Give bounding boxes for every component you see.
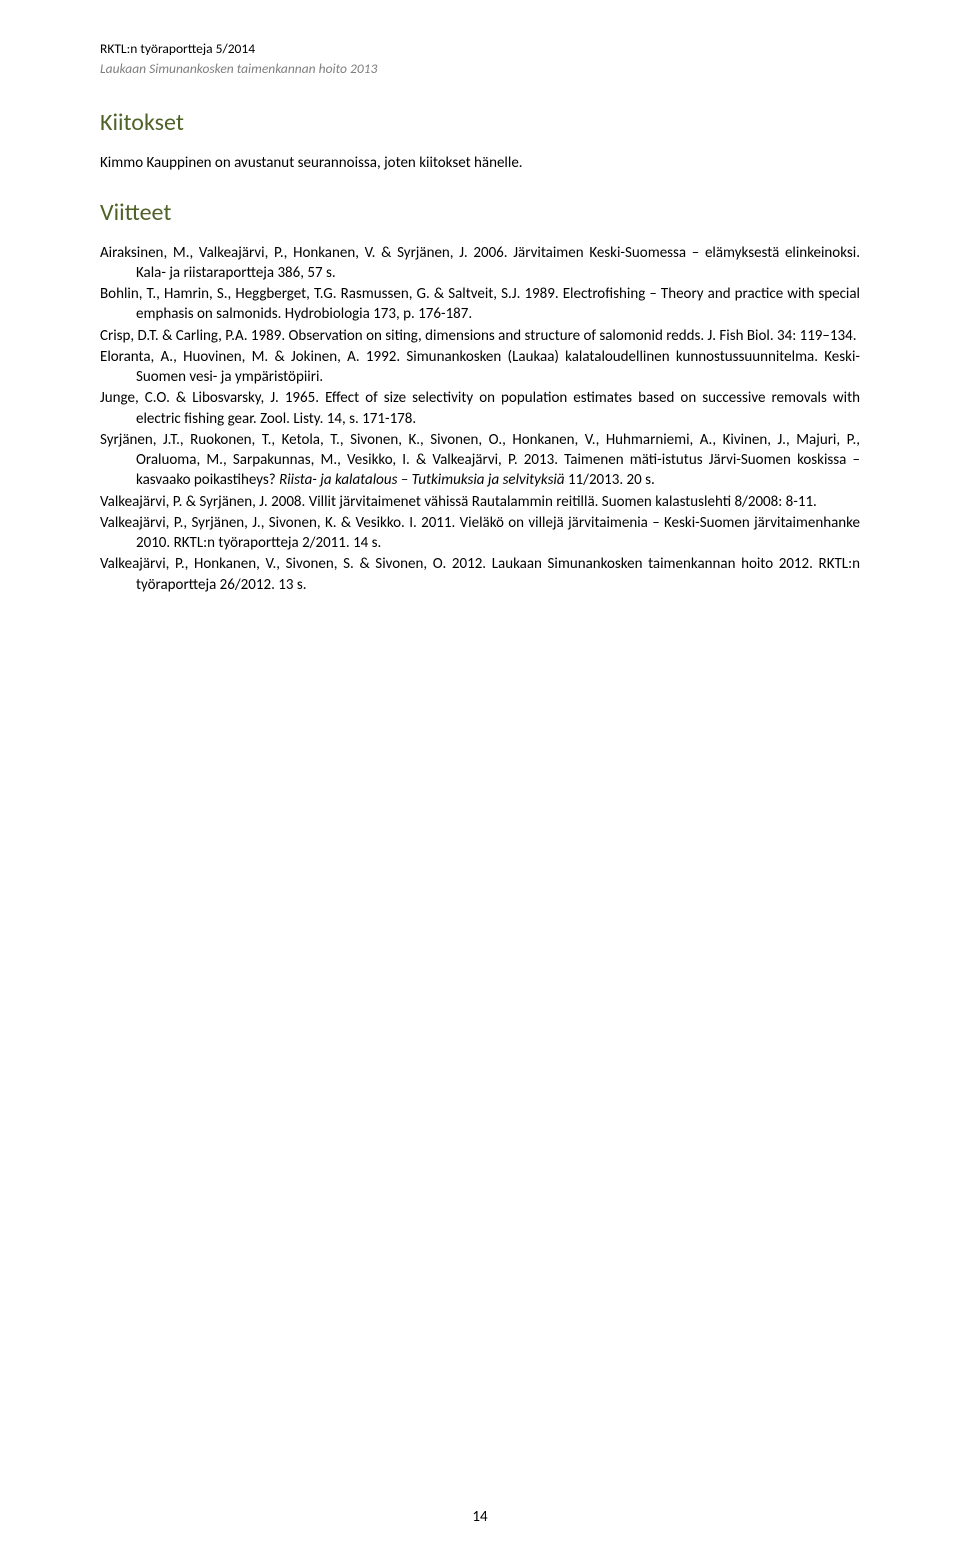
reference-italic: Riista- ja kalatalous – Tutkimuksia ja s… [279, 471, 564, 489]
reference-item: Syrjänen, J.T., Ruokonen, T., Ketola, T.… [100, 430, 860, 491]
heading-kiitokset: Kiitokset [100, 108, 860, 137]
reference-item: Valkeajärvi, P. & Syrjänen, J. 2008. Vil… [100, 492, 860, 512]
reference-item: Crisp, D.T. & Carling, P.A. 1989. Observ… [100, 326, 860, 346]
reference-item: Airaksinen, M., Valkeajärvi, P., Honkane… [100, 243, 860, 284]
running-header-line2: Laukaan Simunankosken taimenkannan hoito… [100, 60, 860, 78]
reference-item: Valkeajärvi, P., Honkanen, V., Sivonen, … [100, 554, 860, 595]
heading-viitteet: Viitteet [100, 198, 860, 227]
kiitokset-body: Kimmo Kauppinen on avustanut seurannoiss… [100, 153, 860, 173]
document-page: RKTL:n työraportteja 5/2014 Laukaan Simu… [0, 0, 960, 1556]
running-header-line1: RKTL:n työraportteja 5/2014 [100, 40, 860, 58]
reference-item: Eloranta, A., Huovinen, M. & Jokinen, A.… [100, 347, 860, 388]
reference-item: Valkeajärvi, P., Syrjänen, J., Sivonen, … [100, 513, 860, 554]
reference-item: Bohlin, T., Hamrin, S., Heggberget, T.G.… [100, 284, 860, 325]
page-number: 14 [0, 1508, 960, 1526]
reference-item: Junge, C.O. & Libosvarsky, J. 1965. Effe… [100, 388, 860, 429]
reference-text: 11/2013. 20 s. [565, 471, 655, 489]
